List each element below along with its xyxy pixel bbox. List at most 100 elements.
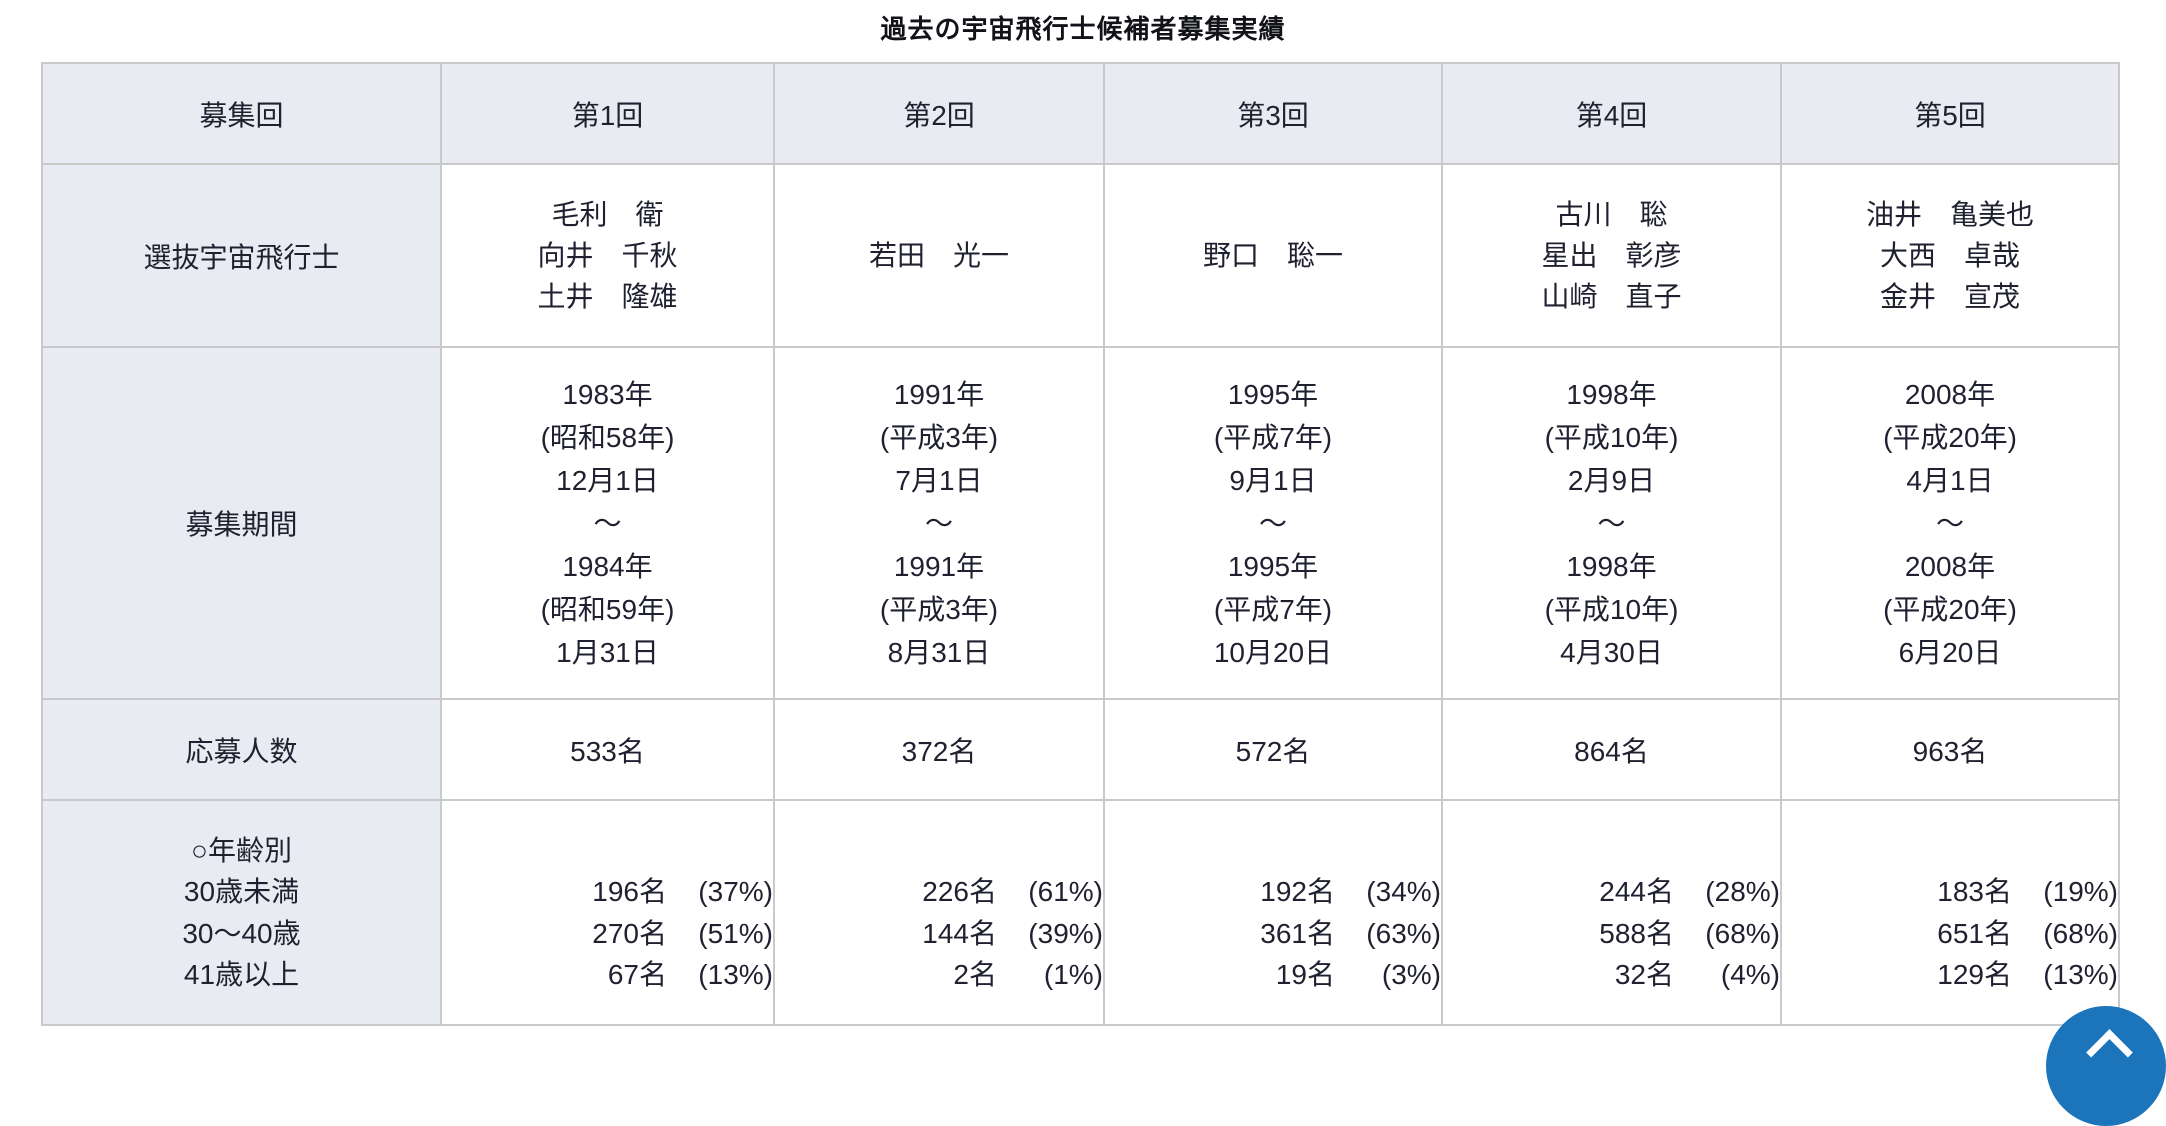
age-value-line: 588名 (68%) [1444, 913, 1780, 955]
period-line: (平成20年) [1883, 593, 2017, 625]
astronaut-name: 土井 隆雄 [537, 281, 678, 312]
age-label-line: 30〜40歳 [182, 917, 301, 949]
age-percent: (13%) [698, 959, 773, 990]
astronauts-row: 選抜宇宙飛行士 毛利 衛 向井 千秋 土井 隆雄 若田 光一 野口 聡一 古川 … [41, 163, 2120, 348]
header-row: 募集回 第1回 第2回 第3回 第4回 第5回 [41, 62, 2120, 165]
age-count: 144名 [922, 917, 997, 949]
age-percent: (63%) [1366, 917, 1441, 949]
age-value-line: 226名 (61%) [776, 871, 1103, 913]
age-percent: (13%) [2043, 959, 2118, 990]
period-line: (昭和58年) [540, 421, 675, 453]
astronaut-name: 若田 光一 [868, 240, 1009, 271]
age-row-label: ○年齢別 30歳未満 30〜40歳 41歳以上 [41, 799, 442, 1026]
age-cell-1: 196名 (37%) 270名 (51%) 67名 (13%) [440, 799, 775, 1026]
period-row: 募集期間 1983年 (昭和58年) 12月1日 〜 1984年 (昭和59年)… [41, 346, 2120, 700]
age-percent: (34%) [1366, 876, 1441, 907]
age-count: 244名 [1599, 876, 1674, 907]
astronaut-name: 野口 聡一 [1202, 240, 1343, 271]
age-label-line: 30歳未満 [183, 876, 300, 907]
age-count: 32名 [1614, 959, 1674, 990]
spacer [443, 830, 772, 872]
astronaut-name: 金井 宣茂 [1879, 281, 2020, 312]
applicants-cell-2: 372名 [773, 698, 1105, 801]
astronauts-cell-1: 毛利 衛 向井 千秋 土井 隆雄 [440, 163, 775, 348]
age-value-line: 192名 (34%) [1106, 871, 1441, 913]
astronaut-name: 山崎 直子 [1541, 281, 1682, 312]
age-value-line: 361名 (63%) [1106, 913, 1441, 955]
period-line: 〜 [1597, 507, 1626, 539]
scroll-to-top-button[interactable] [2046, 1006, 2166, 1126]
age-percent: (1%) [1043, 959, 1103, 990]
astronaut-name: 油井 亀美也 [1865, 199, 2034, 230]
age-percent: (3%) [1381, 959, 1441, 990]
age-percent: (68%) [2043, 917, 2118, 949]
astronauts-cell-3: 野口 聡一 [1103, 163, 1443, 348]
age-value-line: 67名 (13%) [443, 954, 773, 996]
period-line: (平成20年) [1883, 421, 2017, 453]
age-value-line: 19名 (3%) [1106, 954, 1441, 996]
astronaut-name: 向井 千秋 [537, 240, 678, 271]
age-count: 270名 [592, 917, 667, 949]
age-percent: (61%) [1028, 876, 1103, 907]
astronauts-cell-5: 油井 亀美也 大西 卓哉 金井 宣茂 [1780, 163, 2120, 348]
age-count: 19名 [1275, 959, 1335, 990]
period-line: (平成7年) [1213, 593, 1333, 625]
period-line: 8月31日 [887, 636, 991, 668]
age-value-line: 2名 (1%) [776, 954, 1103, 996]
age-percent: (19%) [2043, 876, 2118, 907]
period-line: (昭和59年) [540, 593, 675, 625]
period-line: 〜 [593, 507, 622, 539]
period-line: 1998年 [1566, 378, 1657, 410]
applicants-cell-4: 864名 [1441, 698, 1782, 801]
age-value-line: 183名 (19%) [1783, 871, 2118, 913]
astronaut-name: 毛利 衛 [551, 199, 664, 230]
applicants-row-label: 応募人数 [41, 698, 442, 801]
period-line: 〜 [924, 507, 953, 539]
age-cell-2: 226名 (61%) 144名 (39%) 2名 (1%) [773, 799, 1105, 1026]
period-cell-1: 1983年 (昭和58年) 12月1日 〜 1984年 (昭和59年) 1月31… [440, 346, 775, 700]
applicants-row: 応募人数 533名 372名 572名 864名 963名 [41, 698, 2120, 801]
age-percent: (68%) [1705, 917, 1780, 949]
period-line: 12月1日 [556, 464, 659, 496]
age-count: 651名 [1937, 917, 2012, 949]
age-percent: (51%) [698, 917, 773, 949]
period-cell-4: 1998年 (平成10年) 2月9日 〜 1998年 (平成10年) 4月30日 [1441, 346, 1782, 700]
period-line: 1995年 [1227, 378, 1319, 410]
column-header-5: 第5回 [1780, 62, 2120, 165]
period-line: (平成10年) [1544, 593, 1679, 625]
period-line: 10月20日 [1213, 636, 1333, 668]
age-count: 183名 [1937, 876, 2012, 907]
age-cell-5: 183名 (19%) 651名 (68%) 129名 (13%) [1780, 799, 2120, 1026]
period-cell-3: 1995年 (平成7年) 9月1日 〜 1995年 (平成7年) 10月20日 [1103, 346, 1443, 700]
age-cell-3: 192名 (34%) 361名 (63%) 19名 (3%) [1103, 799, 1443, 1026]
astronauts-row-label: 選抜宇宙飛行士 [41, 163, 442, 348]
period-line: 1983年 [562, 378, 653, 410]
age-value-line: 244名 (28%) [1444, 871, 1779, 913]
period-line: (平成10年) [1544, 421, 1679, 453]
spacer [1444, 830, 1779, 872]
age-count: 226名 [922, 876, 997, 907]
period-line: (平成3年) [879, 593, 999, 625]
age-value-line: 144名 (39%) [776, 913, 1103, 955]
period-line: 1984年 [562, 550, 653, 582]
period-line: (平成7年) [1213, 421, 1333, 453]
applicants-cell-3: 572名 [1103, 698, 1443, 801]
period-line: 1991年 [893, 550, 985, 582]
period-cell-2: 1991年 (平成3年) 7月1日 〜 1991年 (平成3年) 8月31日 [773, 346, 1105, 700]
age-percent: (39%) [1028, 917, 1103, 949]
age-value-line: 270名 (51%) [443, 913, 773, 955]
column-header-4: 第4回 [1441, 62, 1782, 165]
column-header-2: 第2回 [773, 62, 1105, 165]
period-line: 1995年 [1227, 550, 1319, 582]
page-title: 過去の宇宙飛行士候補者募集実績 [880, 14, 1286, 44]
column-header-1: 第1回 [440, 62, 775, 165]
age-value-line: 129名 (13%) [1783, 954, 2118, 996]
period-line: 2008年 [1904, 550, 1996, 582]
age-value-line: 651名 (68%) [1783, 913, 2118, 955]
spacer [1106, 830, 1440, 872]
applicants-cell-5: 963名 [1780, 698, 2120, 801]
age-count: 67名 [607, 959, 667, 990]
applicants-cell-1: 533名 [440, 698, 775, 801]
period-line: 4月30日 [1560, 636, 1663, 668]
age-percent: (37%) [698, 876, 773, 907]
